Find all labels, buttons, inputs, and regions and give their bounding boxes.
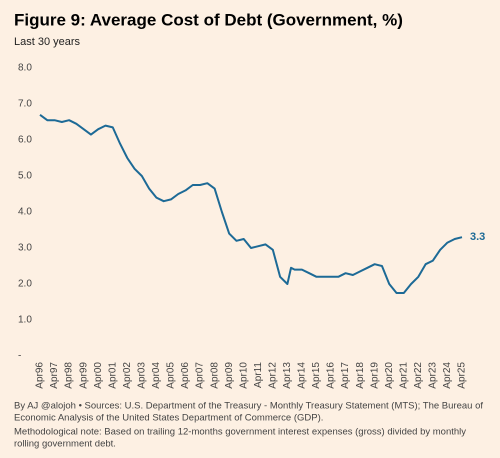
x-tick-label: Apr98 bbox=[64, 362, 75, 389]
x-tick-label: Apr21 bbox=[398, 362, 409, 389]
x-tick-label: Apr18 bbox=[355, 362, 366, 389]
chart-subtitle: Last 30 years bbox=[14, 36, 81, 48]
x-tick-label: Apr04 bbox=[151, 362, 162, 389]
x-tick-label: Apr17 bbox=[340, 362, 351, 389]
y-tick-label: 6.0 bbox=[18, 135, 32, 146]
y-tick-label: 5.0 bbox=[18, 171, 32, 182]
x-tick-label: Apr23 bbox=[428, 362, 439, 389]
x-tick-label: Apr96 bbox=[35, 362, 46, 389]
x-tick-label: Apr02 bbox=[122, 362, 133, 389]
x-tick-label: Apr22 bbox=[413, 362, 424, 389]
x-tick-label: Apr25 bbox=[457, 362, 468, 389]
x-tick-label: Apr01 bbox=[107, 362, 118, 389]
x-tick-label: Apr16 bbox=[326, 362, 337, 389]
y-tick-label: 8.0 bbox=[18, 63, 32, 74]
x-tick-label: Apr13 bbox=[282, 362, 293, 389]
y-tick-label: 3.0 bbox=[18, 243, 32, 254]
source-note: rolling government debt. bbox=[14, 439, 116, 450]
x-tick-label: Apr12 bbox=[267, 362, 278, 389]
y-tick-label: 1.0 bbox=[18, 315, 32, 326]
x-tick-label: Apr15 bbox=[311, 362, 322, 389]
line bbox=[39, 113, 463, 294]
x-tick-label: Apr97 bbox=[49, 362, 60, 389]
source-note: By AJ @alojoh • Sources: U.S. Department… bbox=[14, 401, 483, 412]
end-value-label: 3.3 bbox=[470, 231, 485, 243]
x-tick-label: Apr19 bbox=[369, 362, 380, 389]
x-tick-label: Apr00 bbox=[93, 362, 104, 389]
y-tick-label: 7.0 bbox=[18, 99, 32, 110]
source-note: Economic Analysis of the United States D… bbox=[14, 413, 323, 424]
y-tick-label: 2.0 bbox=[18, 279, 32, 290]
x-tick-label: Apr09 bbox=[224, 362, 235, 389]
y-tick-label: 4.0 bbox=[18, 207, 32, 218]
chart-title: Figure 9: Average Cost of Debt (Governme… bbox=[14, 10, 403, 29]
x-tick-label: Apr05 bbox=[166, 362, 177, 389]
x-tick-label: Apr20 bbox=[384, 362, 395, 389]
x-tick-label: Apr03 bbox=[137, 362, 148, 389]
x-tick-label: Apr10 bbox=[238, 362, 249, 389]
x-tick-label: Apr08 bbox=[209, 362, 220, 389]
x-tick-label: Apr99 bbox=[78, 362, 89, 389]
x-tick-label: Apr07 bbox=[195, 362, 206, 389]
x-tick-label: Apr14 bbox=[297, 362, 308, 389]
x-tick-label: Apr11 bbox=[253, 362, 264, 388]
x-tick-label: Apr06 bbox=[180, 362, 191, 389]
x-tick-label: Apr24 bbox=[442, 362, 453, 389]
y-tick-label: - bbox=[18, 351, 21, 362]
source-note: Methodological note: Based on trailing 1… bbox=[14, 427, 466, 438]
